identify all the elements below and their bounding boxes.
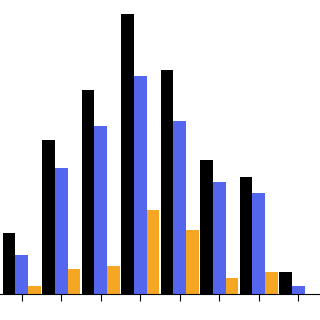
Bar (240, 177, 252, 294)
Bar (3, 233, 15, 294)
Bar (15, 255, 28, 294)
Bar (107, 266, 120, 294)
Bar (55, 168, 68, 294)
Bar (265, 272, 278, 294)
Bar (292, 286, 305, 294)
Bar (42, 140, 55, 294)
Bar (213, 182, 226, 294)
Bar (28, 286, 41, 294)
Bar (68, 269, 80, 294)
Bar (134, 76, 147, 294)
Bar (94, 126, 107, 294)
Bar (173, 121, 186, 294)
Bar (279, 272, 292, 294)
Bar (226, 277, 238, 294)
Bar (200, 160, 213, 294)
Bar (186, 230, 199, 294)
Bar (252, 194, 265, 294)
Bar (147, 210, 159, 294)
Bar (161, 70, 173, 294)
Bar (121, 14, 134, 294)
Bar (82, 90, 94, 294)
